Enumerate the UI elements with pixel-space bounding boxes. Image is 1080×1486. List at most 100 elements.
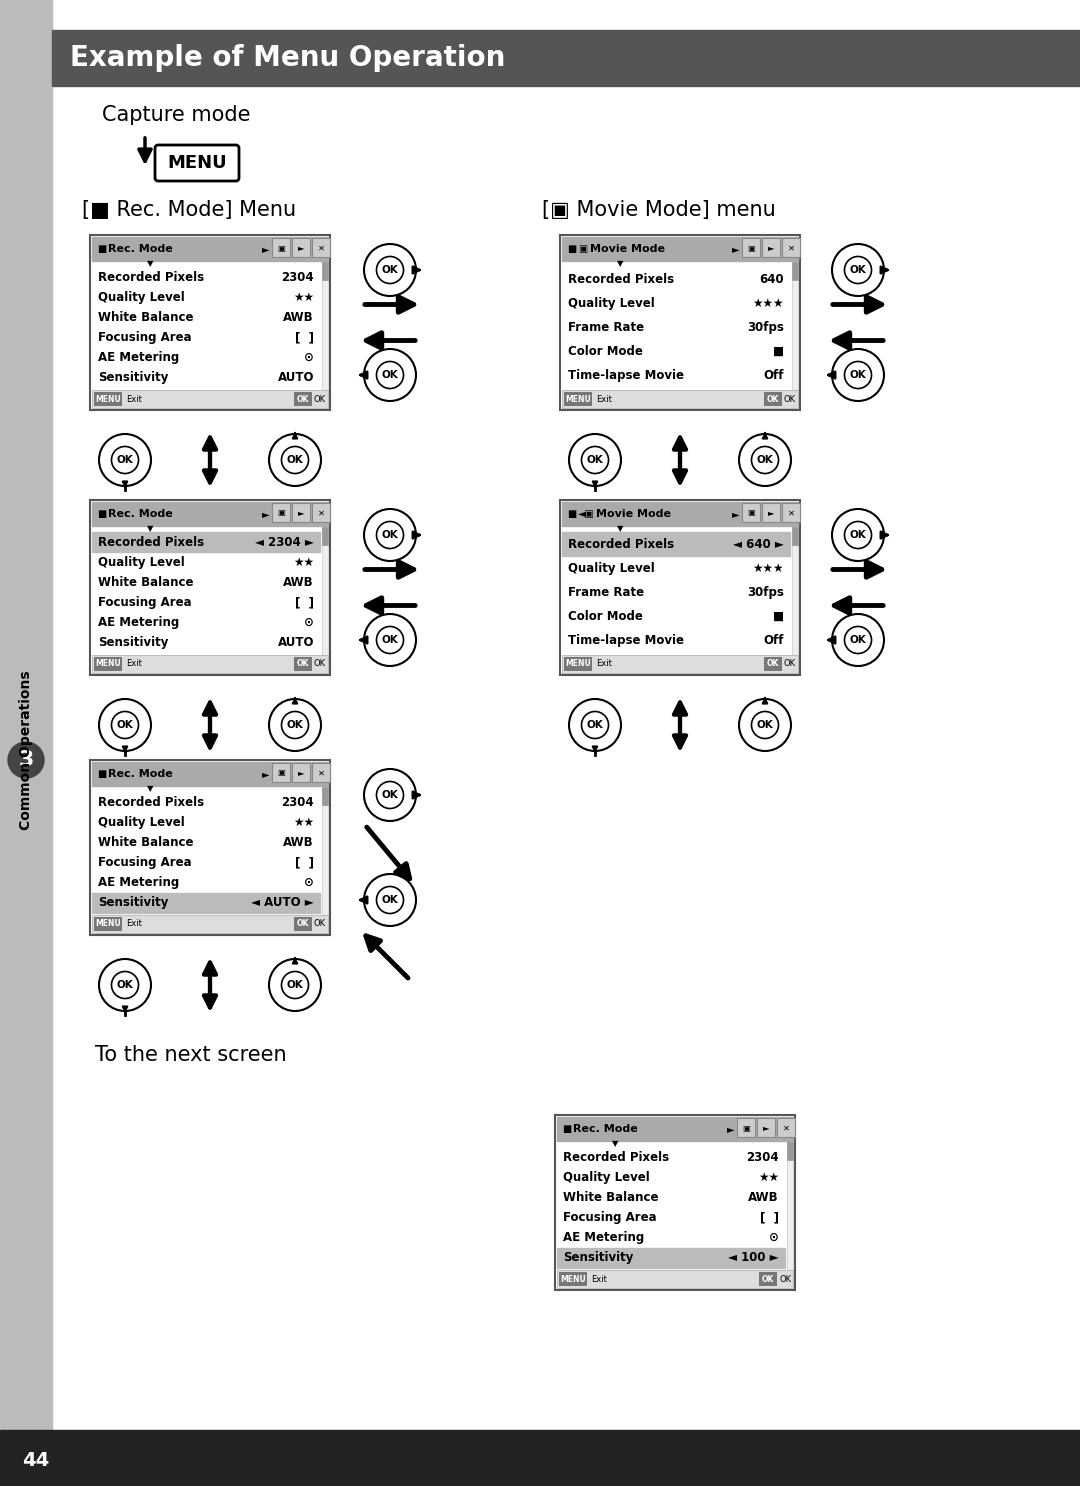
Bar (762, 502, 780, 522)
Circle shape (739, 698, 791, 750)
Circle shape (8, 742, 44, 779)
Text: ▣: ▣ (578, 244, 588, 254)
Bar (792, 528, 798, 655)
Circle shape (111, 972, 138, 999)
Bar (272, 502, 291, 522)
Text: AE Metering: AE Metering (98, 617, 179, 629)
Text: ★★: ★★ (293, 291, 314, 303)
Circle shape (845, 257, 872, 284)
Bar (294, 917, 312, 932)
Text: Color Mode: Color Mode (568, 611, 643, 623)
Text: OK: OK (286, 455, 303, 465)
Bar (94, 657, 122, 672)
Bar (564, 392, 592, 406)
Text: Focusing Area: Focusing Area (98, 856, 191, 869)
Text: Common Operations: Common Operations (19, 670, 33, 829)
Text: ★★: ★★ (758, 1171, 779, 1184)
Text: ✕: ✕ (787, 244, 795, 253)
Text: 30fps: 30fps (747, 321, 784, 334)
Text: MENU: MENU (561, 1275, 585, 1284)
Text: OK: OK (381, 635, 399, 645)
Text: Rec. Mode: Rec. Mode (573, 1123, 638, 1134)
Text: Off: Off (764, 370, 784, 382)
Text: Quality Level: Quality Level (563, 1171, 650, 1184)
Circle shape (282, 712, 309, 739)
Text: MENU: MENU (95, 920, 121, 929)
Text: OK: OK (757, 721, 773, 730)
Text: ►: ► (298, 768, 305, 777)
Text: ■: ■ (567, 510, 577, 519)
Text: OK: OK (314, 920, 326, 929)
Text: ■: ■ (97, 244, 106, 254)
Text: ▣: ▣ (278, 244, 285, 253)
Text: ✕: ✕ (783, 1123, 789, 1132)
Text: Rec. Mode: Rec. Mode (108, 510, 173, 519)
Text: Exit: Exit (591, 1275, 607, 1284)
Circle shape (569, 434, 621, 486)
Circle shape (581, 712, 608, 739)
Circle shape (377, 361, 404, 388)
Text: OK: OK (779, 1275, 792, 1284)
Bar (737, 1117, 755, 1137)
Text: Focusing Area: Focusing Area (563, 1211, 657, 1224)
Text: OK: OK (381, 265, 399, 275)
Circle shape (377, 257, 404, 284)
Text: Sensitivity: Sensitivity (563, 1251, 633, 1265)
Bar (557, 1117, 793, 1141)
Text: ►: ► (262, 510, 270, 519)
Text: ■: ■ (97, 768, 106, 779)
Text: Off: Off (764, 635, 784, 648)
Text: MENU: MENU (565, 394, 591, 404)
Text: ▣: ▣ (278, 768, 285, 777)
Circle shape (832, 510, 885, 562)
Bar (90, 759, 330, 935)
Bar (90, 235, 330, 410)
Bar (92, 762, 328, 786)
Text: OK: OK (850, 635, 866, 645)
Text: OK: OK (784, 394, 796, 404)
Circle shape (364, 349, 416, 401)
Bar (292, 238, 310, 257)
Circle shape (99, 698, 151, 750)
Text: ►: ► (732, 244, 740, 254)
Text: ■: ■ (567, 244, 577, 254)
Text: [▣ Movie Mode] menu: [▣ Movie Mode] menu (542, 201, 775, 220)
Text: Recorded Pixels: Recorded Pixels (568, 272, 674, 285)
Text: OK: OK (381, 370, 399, 380)
Text: OK: OK (586, 455, 604, 465)
Circle shape (364, 510, 416, 562)
Bar (777, 1117, 795, 1137)
Bar (90, 499, 330, 675)
Bar (92, 502, 328, 526)
Text: ⊙: ⊙ (305, 617, 314, 629)
Bar (92, 655, 328, 673)
Text: ▣: ▣ (278, 508, 285, 517)
Circle shape (364, 874, 416, 926)
Bar (0, 0, 52, 1486)
Bar (312, 762, 330, 782)
Text: Quality Level: Quality Level (568, 562, 654, 575)
Text: Recorded Pixels: Recorded Pixels (98, 795, 204, 808)
Text: ◄ 100 ►: ◄ 100 ► (728, 1251, 779, 1265)
Text: ⊙: ⊙ (305, 351, 314, 364)
Bar (562, 389, 798, 409)
Text: ◄ AUTO ►: ◄ AUTO ► (252, 896, 314, 909)
Bar (762, 238, 780, 257)
Text: ◄ 640 ►: ◄ 640 ► (733, 538, 784, 551)
Text: ■: ■ (97, 510, 106, 519)
Text: [  ]: [ ] (295, 596, 314, 609)
Circle shape (377, 522, 404, 548)
Text: OK: OK (381, 895, 399, 905)
Bar (782, 238, 800, 257)
Bar (764, 657, 782, 672)
Text: Frame Rate: Frame Rate (568, 321, 644, 334)
Text: Time-lapse Movie: Time-lapse Movie (568, 370, 684, 382)
Text: ►: ► (768, 244, 774, 253)
Text: Recorded Pixels: Recorded Pixels (568, 538, 674, 551)
Circle shape (739, 434, 791, 486)
Text: White Balance: White Balance (98, 311, 193, 324)
Bar (782, 502, 800, 522)
Text: ▣: ▣ (747, 508, 755, 517)
Bar (312, 502, 330, 522)
Text: OK: OK (314, 394, 326, 404)
